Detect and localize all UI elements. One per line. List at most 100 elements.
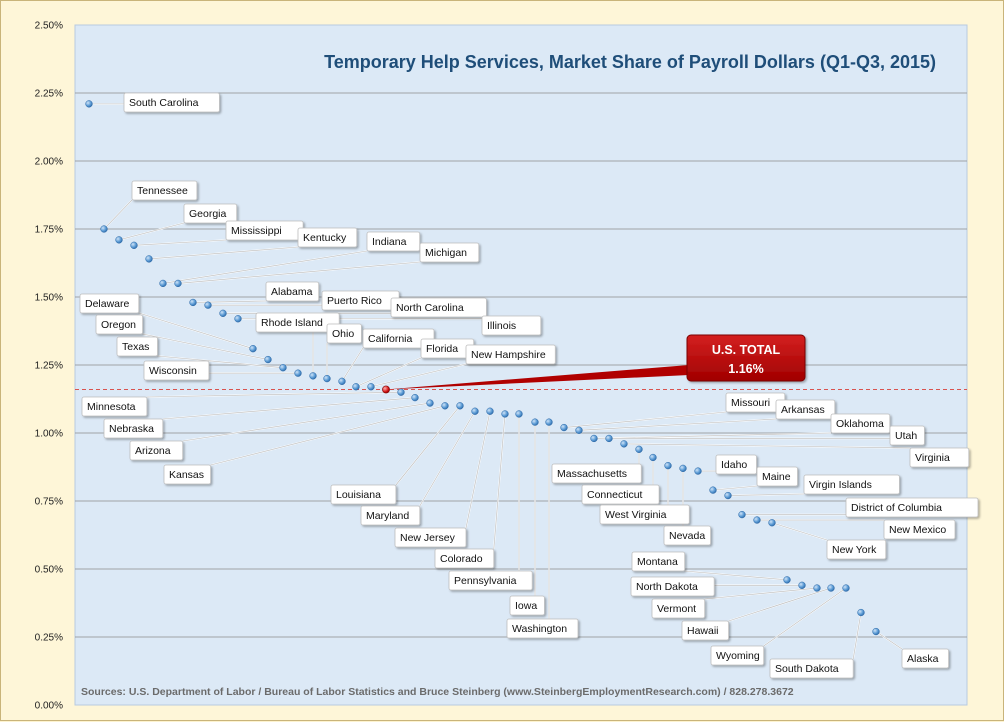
- leader-line-core: [684, 570, 788, 581]
- data-label: New Jersey: [394, 527, 467, 548]
- data-label-box: [551, 463, 642, 484]
- data-label: Arkansas: [775, 399, 836, 420]
- callout-label: U.S. TOTAL: [712, 343, 781, 357]
- data-point: [768, 519, 776, 527]
- data-label: Missouri: [725, 392, 786, 413]
- data-label-text: Montana: [637, 556, 678, 568]
- gridlines: [75, 92, 967, 638]
- data-point: [159, 279, 167, 288]
- data-label-box: [465, 344, 556, 365]
- callout-value: 1.16%: [728, 362, 763, 376]
- data-label-text: Michigan: [425, 247, 467, 259]
- y-tick-label: 1.00%: [35, 429, 63, 440]
- data-label: South Dakota: [769, 658, 854, 679]
- data-label: Idaho: [715, 454, 757, 475]
- data-label: Washington: [506, 618, 579, 639]
- data-label-text: Alaska: [907, 653, 939, 665]
- data-point: [827, 584, 835, 592]
- data-point: [264, 355, 272, 364]
- data-label: Wisconsin: [143, 360, 210, 381]
- y-tick-label: 0.75%: [35, 497, 63, 508]
- data-point: [753, 516, 761, 524]
- y-tick-label: 0.00%: [35, 701, 63, 712]
- leader-line-core: [712, 485, 758, 491]
- data-points: [85, 100, 880, 636]
- leader-line-core: [177, 261, 421, 284]
- data-point: [649, 453, 657, 462]
- data-label: Indiana: [366, 231, 421, 252]
- data-label: Puerto Rico: [321, 290, 400, 311]
- data-label-box: [362, 328, 435, 349]
- data-label-box: [163, 464, 211, 485]
- leader-line-core: [148, 246, 299, 260]
- data-label: Minnesota: [81, 396, 148, 417]
- data-point: [456, 402, 464, 410]
- leader-line-core: [728, 587, 832, 622]
- data-point: [531, 418, 539, 426]
- chart-title: Temporary Help Services, Market Share of…: [324, 52, 936, 72]
- leader-line-core: [182, 402, 431, 442]
- data-label: New Mexico: [883, 519, 956, 540]
- y-tick-label: 2.50%: [35, 21, 63, 32]
- data-point: [338, 377, 346, 385]
- data-label-box: [330, 484, 397, 505]
- data-label-box: [631, 551, 686, 572]
- data-label-text: Texas: [122, 341, 149, 353]
- data-point: [115, 236, 123, 244]
- y-tick-label: 1.25%: [35, 361, 63, 372]
- data-label-box: [630, 576, 715, 597]
- data-label-text: District of Columbia: [851, 502, 942, 514]
- data-label-box: [434, 548, 495, 569]
- data-label-box: [889, 425, 925, 446]
- leader-line-core: [210, 405, 446, 466]
- data-label: Arizona: [129, 440, 184, 461]
- data-point: [798, 581, 806, 589]
- data-label: Michigan: [419, 242, 480, 263]
- data-point: [575, 426, 583, 434]
- data-label: Rhode Island: [255, 312, 340, 333]
- data-label-text: Arkansas: [781, 404, 825, 416]
- data-point: [294, 369, 302, 377]
- data-label-box: [116, 336, 158, 357]
- data-point: [486, 407, 494, 415]
- leader-line-core: [593, 432, 832, 439]
- data-label-box: [123, 92, 220, 113]
- data-label: Massachusetts: [551, 463, 642, 484]
- data-label-text: Utah: [895, 430, 917, 442]
- data-label-text: Arizona: [135, 445, 171, 457]
- leader-line-core: [341, 347, 364, 382]
- data-label-text: Pennsylvania: [454, 575, 517, 587]
- data-label-box: [79, 293, 140, 314]
- data-label-box: [663, 525, 711, 546]
- data-label-text: Florida: [426, 343, 458, 355]
- data-point: [323, 374, 331, 383]
- data-point: [545, 418, 553, 426]
- leader-line-core: [103, 199, 133, 230]
- data-label-box: [81, 396, 148, 417]
- data-label-box: [509, 595, 545, 616]
- data-label: Illinois: [481, 315, 542, 336]
- data-label-box: [769, 658, 854, 679]
- data-label-box: [710, 645, 765, 666]
- data-label-text: Kansas: [169, 469, 204, 481]
- us-total-callout: U.S. TOTAL 1.16%: [382, 334, 806, 394]
- y-tick-label: 1.50%: [35, 293, 63, 304]
- data-label-box: [715, 454, 757, 475]
- y-tick-label: 0.25%: [35, 633, 63, 644]
- data-label-text: Nevada: [669, 530, 705, 542]
- data-label-text: Kentucky: [303, 232, 347, 244]
- leader-line-core: [623, 443, 911, 449]
- leader-line-core: [563, 411, 727, 428]
- data-label-box: [830, 413, 891, 434]
- data-point: [100, 225, 108, 233]
- data-label-text: Virginia: [915, 452, 950, 464]
- y-tick-label: 2.25%: [35, 89, 63, 100]
- data-label-box: [909, 447, 970, 468]
- data-point: [204, 301, 212, 309]
- data-label-box: [390, 297, 487, 318]
- data-label-text: Puerto Rico: [327, 295, 382, 307]
- data-label-text: West Virginia: [605, 509, 667, 521]
- data-point: [309, 372, 317, 380]
